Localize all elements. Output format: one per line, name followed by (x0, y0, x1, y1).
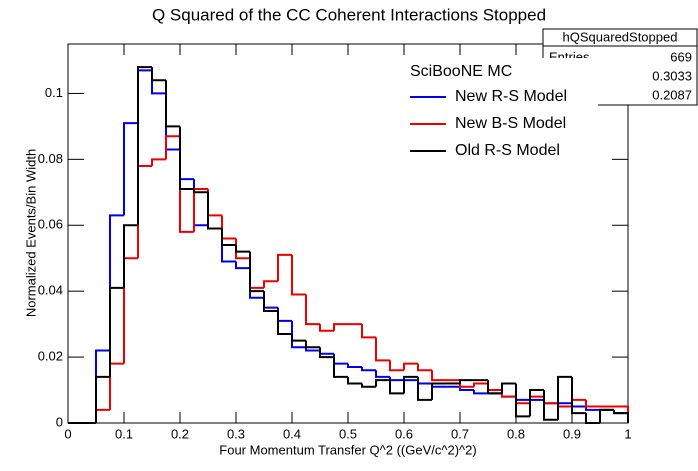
histogram-bin (277, 253, 292, 282)
histogram-bin (207, 192, 222, 230)
x-tick-label: 0.4 (283, 426, 301, 441)
histogram-bin (375, 379, 390, 387)
y-tick-label: 0.02 (38, 349, 63, 364)
histogram-bin (571, 376, 586, 415)
histogram-bin (473, 390, 488, 395)
y-tick-label: 0.04 (38, 283, 63, 298)
histogram-bin (417, 363, 432, 372)
histogram-bin (249, 251, 264, 293)
y-tick-label: 0 (56, 414, 63, 429)
histogram-bin (109, 286, 124, 377)
histogram-bin (599, 408, 614, 423)
histogram-bin (305, 294, 320, 326)
histogram-bin (501, 382, 516, 394)
histogram-bin (375, 337, 390, 362)
legend-label: New R-S Model (455, 88, 567, 105)
histogram-bin (431, 370, 446, 382)
histogram-bin (389, 360, 404, 372)
histogram-bin (291, 334, 306, 342)
histogram-bin (193, 189, 208, 194)
x-tick-label: 0.5 (339, 426, 357, 441)
histogram-bin (291, 320, 306, 349)
histogram-bin (319, 324, 334, 332)
histogram-bin (123, 224, 138, 288)
histogram-bin (487, 380, 502, 395)
histogram-bin (529, 389, 544, 417)
x-tick-label: 0.2 (171, 426, 189, 441)
histogram-bin (151, 158, 166, 166)
histogram-bin (333, 357, 348, 378)
histogram-bin (389, 380, 404, 395)
histogram-bin (165, 80, 180, 128)
legend-title: SciBooNE MC (410, 63, 512, 80)
x-tick-label: 0.1 (115, 426, 133, 441)
histogram-bin (585, 413, 600, 424)
x-tick-label: 0.6 (395, 426, 413, 441)
histogram-bin (263, 291, 278, 312)
histogram-bin (417, 376, 432, 401)
histogram-bin (319, 347, 334, 359)
histogram-bin (277, 310, 292, 336)
histogram-bin (473, 382, 488, 387)
stats-value: 0.3033 (652, 68, 692, 83)
histogram-bin (543, 390, 558, 421)
x-tick-label: 0.3 (227, 426, 245, 441)
histogram-bin (235, 261, 250, 270)
stats-value: 0.2087 (652, 87, 692, 102)
series (68, 66, 629, 424)
legend-label: New B-S Model (455, 115, 566, 132)
histogram-bin (95, 375, 110, 423)
histogram-bin (585, 406, 600, 411)
legend-background (402, 58, 598, 166)
stats-value: 669 (670, 49, 692, 64)
histogram-bin (361, 366, 376, 372)
histogram-bin (431, 382, 446, 400)
chart-title: Q Squared of the CC Coherent Interaction… (152, 5, 546, 24)
histogram-bin (137, 66, 152, 226)
histogram-bin (585, 399, 600, 408)
x-tick-label: 0 (64, 426, 71, 441)
y-tick-label: 0.08 (38, 151, 63, 166)
histogram-bin (263, 280, 278, 288)
histogram-bin (515, 383, 530, 418)
x-tick-label: 0.9 (563, 426, 581, 441)
histogram-bin (221, 228, 236, 247)
histogram-bin (165, 135, 180, 160)
y-tick-label: 0.1 (45, 85, 63, 100)
histogram-bin (557, 375, 572, 420)
histogram-bin (333, 323, 348, 331)
histogram-bin (123, 122, 138, 216)
x-axis-label: Four Momentum Transfer Q^2 ((GeV/c^2)^2) (219, 442, 476, 457)
histogram-bin (291, 254, 306, 296)
histogram-bin (459, 379, 474, 384)
histogram-bin (305, 347, 320, 352)
histogram-bin (459, 386, 474, 392)
stats-name: hQSquaredStopped (563, 29, 678, 44)
legend-label: Old R-S Model (455, 142, 560, 159)
histogram-bin (613, 409, 629, 423)
x-tick-label: 1 (624, 426, 631, 441)
histogram-bin (361, 383, 376, 388)
y-tick-label: 0.06 (38, 217, 63, 232)
x-tick-label: 0.7 (451, 426, 469, 441)
histogram-bin (347, 376, 362, 385)
histogram-bin (305, 340, 320, 349)
histogram-bin (179, 126, 194, 191)
histogram-bin (347, 363, 362, 368)
histogram-bin (403, 375, 418, 394)
histogram-bin (375, 370, 390, 378)
x-tick-label: 0.8 (507, 426, 525, 441)
histogram-bin (235, 245, 250, 253)
histogram-bin (361, 324, 376, 339)
histogram-bin (403, 362, 418, 371)
y-axis-label: Normalized Events/Bin Width (23, 149, 38, 317)
histogram-bin (151, 67, 166, 82)
